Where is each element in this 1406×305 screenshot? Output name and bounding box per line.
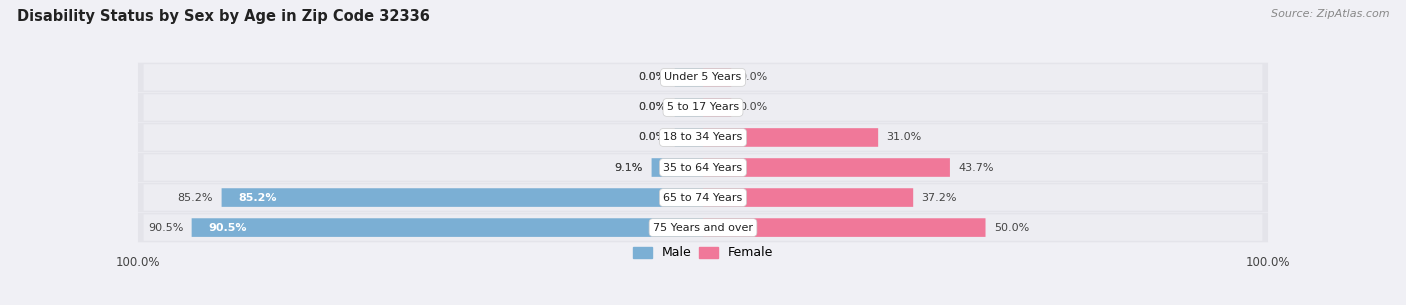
FancyBboxPatch shape xyxy=(143,184,1263,211)
FancyBboxPatch shape xyxy=(143,94,1263,121)
Text: 0.0%: 0.0% xyxy=(638,72,666,82)
Text: 9.1%: 9.1% xyxy=(614,163,643,173)
FancyBboxPatch shape xyxy=(138,63,1268,92)
FancyBboxPatch shape xyxy=(143,64,1263,91)
Text: 85.2%: 85.2% xyxy=(177,192,214,203)
FancyBboxPatch shape xyxy=(143,214,1263,241)
FancyBboxPatch shape xyxy=(675,98,703,117)
Text: Under 5 Years: Under 5 Years xyxy=(665,72,741,82)
FancyBboxPatch shape xyxy=(675,68,703,87)
Text: 0.0%: 0.0% xyxy=(638,132,666,142)
FancyBboxPatch shape xyxy=(703,128,879,147)
Text: 90.5%: 90.5% xyxy=(148,223,183,233)
FancyBboxPatch shape xyxy=(703,68,731,87)
FancyBboxPatch shape xyxy=(651,158,703,177)
FancyBboxPatch shape xyxy=(138,183,1268,212)
Text: 18 to 34 Years: 18 to 34 Years xyxy=(664,132,742,142)
Text: 9.1%: 9.1% xyxy=(614,163,643,173)
Text: 0.0%: 0.0% xyxy=(638,102,666,113)
Text: 50.0%: 50.0% xyxy=(994,223,1029,233)
FancyBboxPatch shape xyxy=(222,188,703,207)
Text: 65 to 74 Years: 65 to 74 Years xyxy=(664,192,742,203)
Text: Disability Status by Sex by Age in Zip Code 32336: Disability Status by Sex by Age in Zip C… xyxy=(17,9,430,24)
Text: 0.0%: 0.0% xyxy=(638,72,666,82)
FancyBboxPatch shape xyxy=(143,124,1263,151)
Text: 0.0%: 0.0% xyxy=(638,102,666,113)
Text: 75 Years and over: 75 Years and over xyxy=(652,223,754,233)
FancyBboxPatch shape xyxy=(143,154,1263,181)
FancyBboxPatch shape xyxy=(138,153,1268,182)
FancyBboxPatch shape xyxy=(703,218,986,237)
FancyBboxPatch shape xyxy=(138,213,1268,242)
Text: 37.2%: 37.2% xyxy=(922,192,957,203)
FancyBboxPatch shape xyxy=(675,128,703,147)
Text: Source: ZipAtlas.com: Source: ZipAtlas.com xyxy=(1271,9,1389,19)
FancyBboxPatch shape xyxy=(138,93,1268,122)
FancyBboxPatch shape xyxy=(191,218,703,237)
FancyBboxPatch shape xyxy=(703,98,731,117)
FancyBboxPatch shape xyxy=(703,188,912,207)
Text: 0.0%: 0.0% xyxy=(638,132,666,142)
FancyBboxPatch shape xyxy=(703,158,950,177)
Text: 85.2%: 85.2% xyxy=(239,192,277,203)
Text: 31.0%: 31.0% xyxy=(887,132,922,142)
Text: 0.0%: 0.0% xyxy=(740,102,768,113)
Text: 90.5%: 90.5% xyxy=(208,223,247,233)
FancyBboxPatch shape xyxy=(138,123,1268,152)
Text: 35 to 64 Years: 35 to 64 Years xyxy=(664,163,742,173)
Text: 5 to 17 Years: 5 to 17 Years xyxy=(666,102,740,113)
Text: 43.7%: 43.7% xyxy=(959,163,994,173)
Text: 0.0%: 0.0% xyxy=(740,72,768,82)
Legend: Male, Female: Male, Female xyxy=(633,246,773,260)
